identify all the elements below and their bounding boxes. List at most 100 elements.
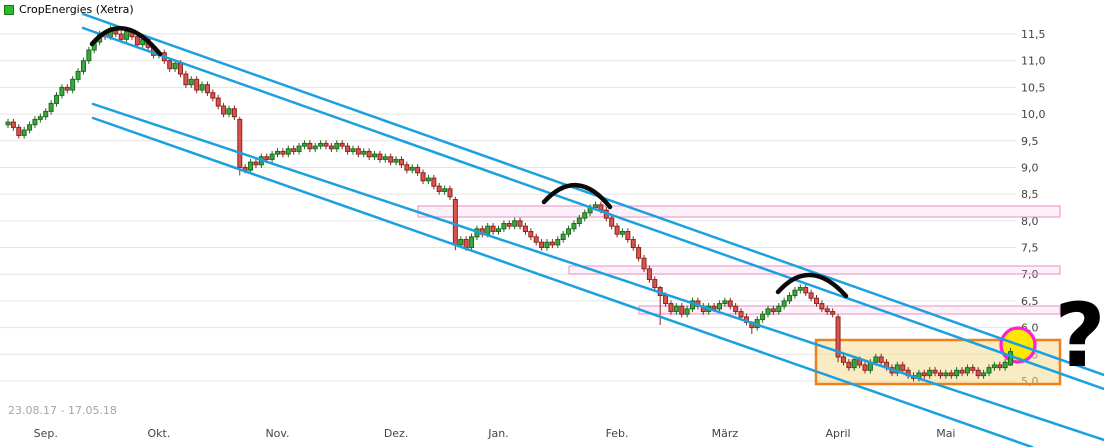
candle-body [900, 364, 906, 371]
candle-body [770, 308, 776, 313]
candle-body [733, 305, 739, 313]
trendline [91, 102, 1104, 442]
y-axis-label: 11,0 [1021, 55, 1046, 68]
candle-body [237, 118, 243, 168]
candle-body [954, 369, 960, 377]
candle-body [194, 78, 200, 91]
candle-body [404, 164, 410, 171]
candle-body [528, 231, 534, 238]
candle-body [388, 156, 394, 163]
candle-body [458, 239, 464, 246]
candle-body [673, 305, 679, 313]
candle-body [1008, 351, 1014, 366]
candle-body [382, 156, 388, 160]
y-axis-label: 10,0 [1021, 108, 1046, 121]
x-axis-label: Okt. [147, 427, 170, 440]
candle-body [506, 222, 512, 227]
candle-body [221, 105, 227, 115]
y-axis-label: 9,0 [1021, 161, 1039, 174]
candle-body [183, 73, 189, 86]
candle-body [188, 78, 194, 86]
candle-body [21, 129, 27, 136]
candle-body [927, 369, 933, 377]
candle-body [301, 142, 307, 147]
candle-body [431, 177, 437, 187]
candle-body [328, 145, 334, 150]
candle-body [943, 372, 949, 377]
candle-body [986, 367, 992, 374]
candle-body [64, 86, 70, 91]
candle-body [878, 356, 884, 363]
candle-body [630, 239, 636, 249]
candle-body [177, 62, 183, 75]
candle-body [646, 268, 652, 281]
candle-body [167, 60, 173, 70]
candle-body [937, 372, 943, 377]
candle-body [199, 84, 205, 91]
candle-body [377, 153, 383, 160]
candle-body [840, 356, 846, 363]
candle-body [5, 121, 11, 126]
candle-body [296, 145, 302, 152]
candle-body [517, 220, 523, 227]
candle-body [86, 49, 92, 62]
trendline [91, 116, 1034, 447]
candle-body [824, 308, 830, 313]
candle-body [819, 303, 825, 310]
candle-body [231, 108, 237, 118]
candle-body [679, 305, 685, 315]
x-axis-layer: Sep. Okt. Nov. Dez. Jan. Feb. März April Mai [34, 427, 956, 440]
candle-body [512, 220, 518, 227]
chart-title: CropEnergies (Xetra) [19, 3, 134, 16]
x-axis-label: Dez. [384, 427, 409, 440]
candle-body [716, 303, 722, 310]
y-axis-label: 9,5 [1021, 135, 1039, 148]
candle-body [846, 361, 852, 369]
candle-body [932, 369, 938, 374]
candle-body [291, 148, 297, 152]
candle-body [172, 62, 178, 70]
candle-body [393, 158, 399, 163]
candle-body [970, 367, 976, 371]
candle-body [787, 295, 793, 302]
x-axis-label: März [712, 427, 739, 440]
candle-body [204, 84, 210, 94]
peak-arc-annotation [775, 272, 849, 299]
candle-body [948, 372, 954, 377]
y-axis-label: 7,5 [1021, 242, 1039, 255]
candle-body [366, 150, 372, 158]
x-axis-label: April [825, 427, 850, 440]
peak-arc-annotation [89, 26, 163, 57]
candle-body [619, 231, 625, 235]
candle-body [814, 297, 819, 305]
candle-body [964, 367, 970, 374]
candle-body [684, 308, 690, 315]
candle-body [334, 142, 340, 150]
candle-body [873, 356, 879, 363]
candle-body [32, 118, 38, 126]
y-axis-label: 7,0 [1021, 268, 1039, 281]
candle-body [452, 198, 458, 246]
arcs-layer [89, 26, 849, 299]
candle-body [711, 305, 717, 310]
candle-body [312, 145, 318, 150]
candle-body [501, 222, 507, 230]
y-axis-label: 6,5 [1021, 295, 1039, 308]
candle-body [549, 241, 555, 246]
candle-body [425, 177, 431, 182]
candle-body [830, 311, 836, 315]
candle-body [803, 287, 809, 294]
candle-body [851, 359, 857, 369]
candle-body [307, 142, 313, 150]
trendlines-layer [81, 12, 1104, 447]
candle-body [436, 185, 442, 192]
candle-body [593, 204, 599, 208]
candle-body [641, 257, 647, 270]
candle-body [1002, 361, 1008, 369]
candle-body [544, 241, 550, 249]
candle-body [339, 142, 345, 147]
candle-body [355, 148, 361, 155]
candle-body [447, 188, 453, 198]
